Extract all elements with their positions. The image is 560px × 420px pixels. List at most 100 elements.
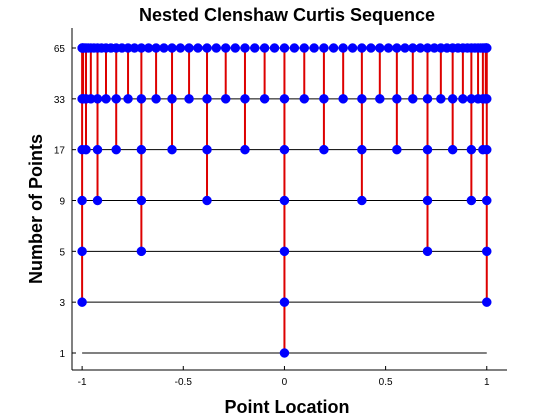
data-point [279, 195, 290, 206]
data-point [408, 94, 418, 104]
data-point [111, 144, 121, 155]
data-point [482, 144, 492, 155]
data-point [230, 43, 241, 53]
data-point [279, 348, 290, 358]
data-point [220, 43, 231, 53]
y-axis-label: Number of Points [26, 134, 46, 284]
y-tick-label: 5 [59, 247, 65, 258]
data-point [279, 43, 290, 53]
plot-area: -1 -0.5 0 0.5 1 1 3 5 9 17 33 65 [54, 28, 507, 388]
data-point [482, 246, 492, 257]
data-point [347, 43, 358, 53]
data-point [482, 43, 492, 53]
data-point [193, 43, 203, 53]
data-point [392, 43, 402, 53]
data-point [422, 144, 433, 155]
data-point [92, 195, 103, 206]
data-point [136, 246, 147, 257]
data-point [240, 94, 250, 104]
data-point [211, 43, 222, 53]
data-point [167, 144, 177, 155]
data-point [338, 94, 348, 104]
data-point [240, 43, 250, 53]
data-point [269, 43, 280, 53]
data-point [422, 246, 433, 257]
data-point [279, 297, 290, 307]
data-point [436, 94, 446, 104]
data-point [375, 43, 385, 53]
data-point [482, 195, 492, 206]
x-tick-label: 0 [282, 377, 288, 388]
data-point [111, 94, 121, 104]
y-tick-label: 9 [59, 197, 65, 208]
data-point [279, 246, 290, 257]
data-point [220, 94, 231, 104]
data-point [392, 144, 402, 155]
chart-title: Nested Clenshaw Curtis Sequence [139, 5, 435, 25]
data-point [77, 297, 87, 307]
data-point [366, 43, 376, 53]
data-point [319, 94, 329, 104]
data-point [151, 94, 161, 104]
x-axis-label: Point Location [225, 397, 350, 417]
data-point [357, 43, 367, 53]
data-point [136, 144, 147, 155]
data-point [202, 144, 212, 155]
y-tick-label: 1 [59, 349, 65, 360]
y-tick-label: 3 [59, 298, 65, 309]
data-point [328, 43, 339, 53]
data-point [81, 144, 91, 155]
data-point [466, 195, 477, 206]
data-point [447, 94, 458, 104]
data-point [202, 195, 212, 206]
data-point [167, 43, 177, 53]
data-point [92, 94, 103, 104]
data-point [101, 94, 111, 104]
data-point [175, 43, 186, 53]
data-point [240, 144, 250, 155]
data-point [184, 94, 194, 104]
data-point [202, 94, 212, 104]
y-tick-label: 17 [54, 146, 66, 157]
data-point [466, 144, 477, 155]
x-tick-label: 0.5 [379, 377, 393, 388]
data-point [458, 94, 468, 104]
y-tick-label: 65 [54, 44, 66, 55]
data-point [259, 43, 270, 53]
y-tick-label: 33 [54, 95, 66, 106]
data-point [123, 94, 133, 104]
data-point [202, 43, 212, 53]
data-point [422, 195, 433, 206]
data-point [299, 94, 310, 104]
data-point [136, 195, 147, 206]
data-point [319, 144, 329, 155]
data-point [77, 246, 87, 257]
data-point [392, 94, 402, 104]
data-point [319, 43, 329, 53]
data-point [289, 43, 300, 53]
data-point [167, 94, 177, 104]
data-point [279, 144, 290, 155]
data-point [159, 43, 169, 53]
data-point [279, 94, 290, 104]
data-point [357, 144, 367, 155]
data-point [383, 43, 394, 53]
data-point [259, 94, 270, 104]
data-point [338, 43, 348, 53]
data-point [299, 43, 310, 53]
x-tick-label: 1 [484, 377, 490, 388]
data-point [447, 144, 458, 155]
data-point [309, 43, 319, 53]
data-point [77, 195, 87, 206]
data-point [482, 94, 492, 104]
data-point [375, 94, 385, 104]
data-point [136, 94, 147, 104]
data-point [184, 43, 194, 53]
data-point [92, 144, 103, 155]
data-point [482, 297, 492, 307]
data-point [422, 94, 433, 104]
data-point [357, 94, 367, 104]
x-tick-label: -0.5 [175, 377, 193, 388]
